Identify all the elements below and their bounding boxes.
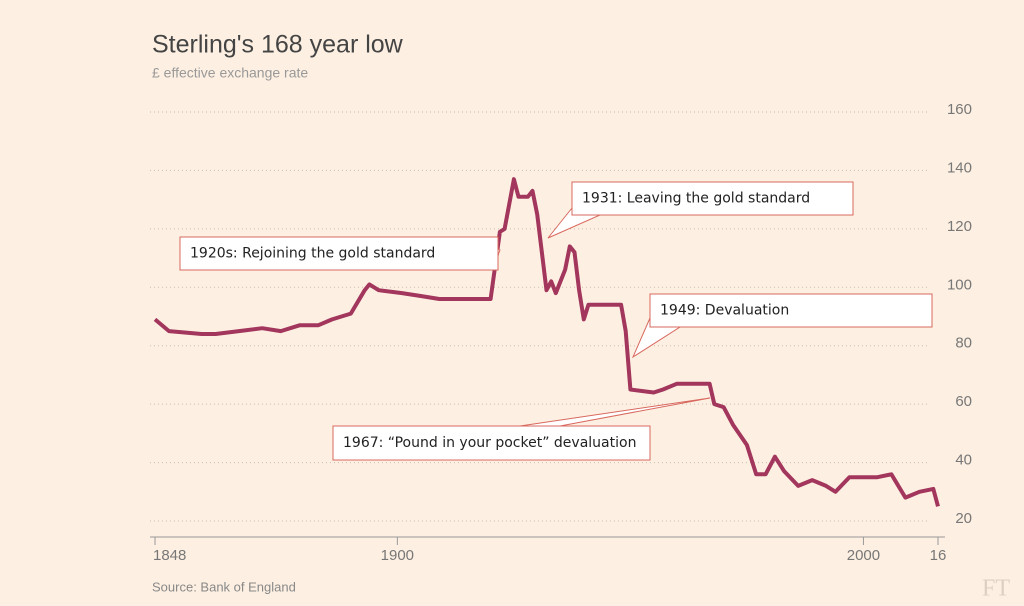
y-tick-label: 60: [955, 393, 972, 410]
x-tick-label: 1848: [153, 547, 186, 564]
annotation-box: [179, 236, 499, 271]
annotation-box: [332, 425, 651, 461]
x-tick-label: 2000: [847, 547, 880, 564]
chart-subtitle: £ effective exchange rate: [152, 65, 308, 81]
annotation: 1920s: Rejoining the gold standard: [190, 246, 435, 262]
annotation: 1931: Leaving the gold standard: [582, 191, 810, 207]
data-line: [153, 177, 940, 507]
y-tick-label: 80: [955, 335, 972, 352]
y-tick-label: 160: [947, 101, 972, 118]
y-tick-label: 120: [947, 218, 972, 235]
y-tick-label: 20: [955, 510, 972, 527]
annotation-box: [571, 181, 854, 216]
x-tick-label: 16: [930, 547, 947, 564]
annotation: 1967: “Pound in your pocket” devaluation: [343, 435, 636, 451]
source: Source: Bank of England: [152, 579, 296, 594]
y-tick-label: 140: [947, 159, 972, 176]
y-tick-label: 100: [947, 276, 972, 293]
annotation-box: [649, 293, 933, 328]
chart-title: Sterling's 168 year low: [152, 31, 404, 59]
logo: FT: [982, 576, 1010, 602]
x-tick-label: 1900: [381, 547, 414, 564]
annotation: 1949: Devaluation: [660, 303, 789, 319]
y-tick-label: 40: [955, 452, 972, 469]
